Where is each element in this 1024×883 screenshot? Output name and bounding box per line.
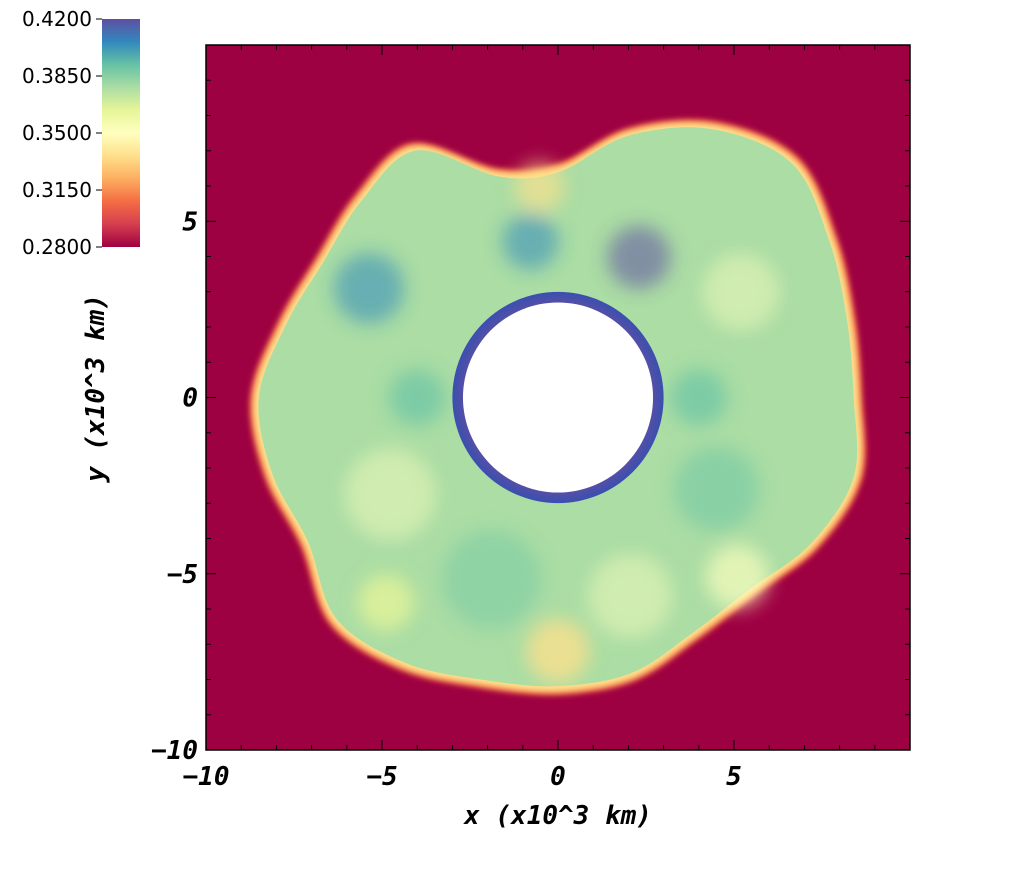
y-tick-label: −10: [151, 736, 198, 766]
turbulence-blob: [344, 448, 437, 541]
y-tick-label: 0: [182, 384, 198, 414]
x-axis: −10 −5 0 5: [183, 45, 911, 792]
turbulence-blob: [702, 253, 780, 331]
plot-area: [206, 45, 910, 750]
colorbar-tick-label: 0.3500: [22, 121, 92, 145]
x-tick-label: 5: [726, 762, 742, 792]
x-tick-label: −10: [183, 762, 230, 792]
turbulence-blob: [389, 369, 446, 426]
inner-hole: [462, 302, 654, 493]
x-tick-label: −5: [366, 762, 397, 792]
y-axis-title: y (x10^3 km): [81, 294, 111, 484]
turbulence-blob: [442, 530, 542, 629]
turbulence-blob: [357, 574, 415, 631]
colorbar-tick-label: 0.2800: [22, 235, 92, 259]
turbulence-blob: [674, 446, 759, 532]
colorbar: 0.4200 0.3850 0.3500 0.3150 0.2800: [22, 7, 140, 259]
turbulence-blob: [502, 213, 559, 270]
colorbar-tick-label: 0.3850: [22, 64, 92, 88]
colorbar-bar: [102, 19, 140, 247]
turbulence-blob: [587, 553, 673, 639]
turbulence-blob: [670, 369, 727, 426]
x-axis-title: x (x10^3 km): [463, 801, 652, 831]
turbulence-blob: [705, 545, 769, 609]
turbulence-structures: [333, 162, 780, 683]
turbulence-blob: [526, 619, 590, 683]
colorbar-tick-label: 0.4200: [22, 7, 92, 31]
y-axis: −10 −5 0 5: [151, 44, 910, 766]
turbulence-blob: [514, 162, 565, 212]
x-tick-label: 0: [550, 762, 566, 792]
y-tick-label: −5: [167, 560, 198, 590]
y-tick-label: 5: [182, 207, 198, 237]
turbulence-blob: [607, 225, 671, 289]
colorbar-tick-label: 0.3150: [22, 178, 92, 202]
colorbar-ticks: 0.4200 0.3850 0.3500 0.3150 0.2800: [22, 7, 102, 259]
turbulence-blob: [333, 253, 405, 324]
